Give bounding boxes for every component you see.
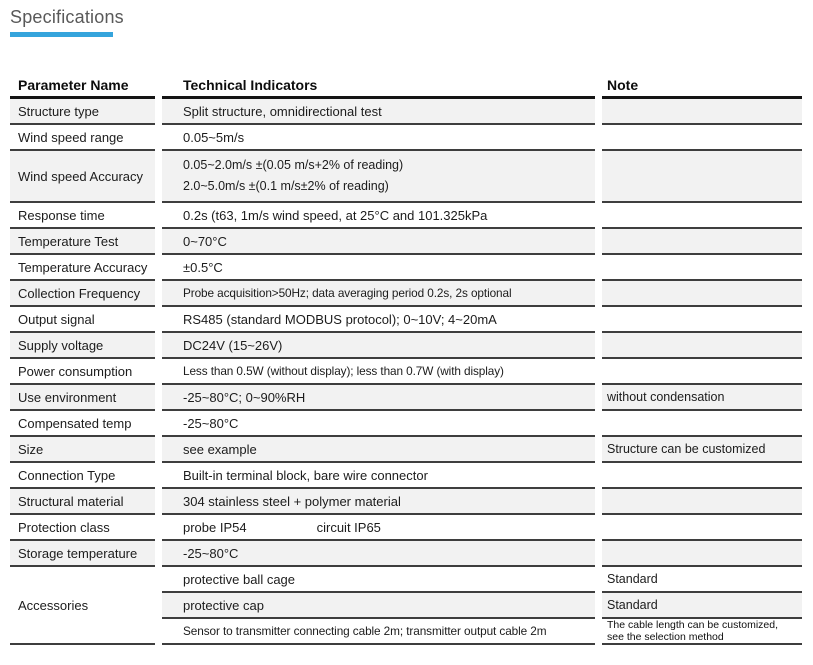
value-cell: Less than 0.5W (without display); less t… <box>162 359 595 385</box>
value-cell: Built-in terminal block, bare wire conne… <box>162 463 595 489</box>
value-cell: 304 stainless steel + polymer material <box>162 489 595 515</box>
table-row: Output signal RS485 (standard MODBUS prot… <box>10 307 802 333</box>
title-underline <box>10 32 113 37</box>
value-cell: -25~80°C <box>162 411 595 437</box>
table-row: Supply voltage DC24V (15~26V) <box>10 333 802 359</box>
value-part: probe IP54 <box>183 519 247 535</box>
param-cell: Compensated temp <box>10 411 155 437</box>
note-cell <box>602 515 802 541</box>
table-row: Power consumption Less than 0.5W (without… <box>10 359 802 385</box>
note-cell <box>602 333 802 359</box>
table-row: Sensor to transmitter connecting cable 2… <box>10 619 802 645</box>
value-cell: protective cap <box>162 593 595 619</box>
column-header-parameter-name: Parameter Name <box>10 74 155 99</box>
value-part: circuit IP65 <box>316 519 381 535</box>
note-cell <box>602 151 802 203</box>
column-header-note: Note <box>602 74 802 99</box>
param-cell: Structural material <box>10 489 155 515</box>
value-cell: 0.2s (t63, 1m/s wind speed, at 25°C and … <box>162 203 595 229</box>
table-row: Use environment -25~80°C; 0~90%RH without … <box>10 385 802 411</box>
table-row: Storage temperature -25~80°C <box>10 541 802 567</box>
table-row: Structural material 304 stainless steel +… <box>10 489 802 515</box>
param-cell: Wind speed Accuracy <box>10 151 155 203</box>
table-row: Temperature Accuracy ±0.5°C <box>10 255 802 281</box>
table-row: Accessories protective ball cage Standard <box>10 567 802 645</box>
note-cell: Structure can be customized <box>602 437 802 463</box>
param-cell: Wind speed range <box>10 125 155 151</box>
param-cell: Power consumption <box>10 359 155 385</box>
table-row: Wind speed range 0.05~5m/s <box>10 125 802 151</box>
value-cell: Probe acquisition>50Hz; data averaging p… <box>162 281 595 307</box>
note-cell <box>602 281 802 307</box>
table-row: Temperature Test 0~70°C <box>10 229 802 255</box>
param-cell: Temperature Test <box>10 229 155 255</box>
note-cell <box>602 359 802 385</box>
value-cell: DC24V (15~26V) <box>162 333 595 359</box>
param-cell: Temperature Accuracy <box>10 255 155 281</box>
specifications-table: Parameter Name Technical Indicators Note… <box>3 74 813 645</box>
table-row: Compensated temp -25~80°C <box>10 411 802 437</box>
param-cell: Response time <box>10 203 155 229</box>
value-cell: 0.05~5m/s <box>162 125 595 151</box>
page-title: Specifications <box>10 7 124 27</box>
note-cell <box>602 307 802 333</box>
value-cell: -25~80°C; 0~90%RH <box>162 385 595 411</box>
header-row: Parameter Name Technical Indicators Note <box>10 74 802 99</box>
value-cell: 0~70°C <box>162 229 595 255</box>
table-row: Structure type Split structure, omnidirec… <box>10 99 802 125</box>
note-cell <box>602 489 802 515</box>
value-cell: RS485 (standard MODBUS protocol); 0~10V;… <box>162 307 595 333</box>
note-cell <box>602 203 802 229</box>
note-cell <box>602 463 802 489</box>
table-row: Size see example Structure can be customiz… <box>10 437 802 463</box>
table-row: Connection Type Built-in terminal block, … <box>10 463 802 489</box>
column-header-technical-indicators: Technical Indicators <box>162 74 595 99</box>
value-cell: ±0.5°C <box>162 255 595 281</box>
note-cell: Standard <box>602 593 802 619</box>
value-cell: Sensor to transmitter connecting cable 2… <box>162 619 595 645</box>
page: Specifications Parameter Name Technical … <box>3 7 813 645</box>
note-cell: Standard <box>602 567 802 593</box>
note-cell: without condensation <box>602 385 802 411</box>
value-cell: Split structure, omnidirectional test <box>162 99 595 125</box>
param-cell: Accessories <box>10 567 155 645</box>
param-cell: Size <box>10 437 155 463</box>
param-cell: Storage temperature <box>10 541 155 567</box>
table-row: Wind speed Accuracy 0.05~2.0m/s ±(0.05 m/… <box>10 151 802 203</box>
param-cell: Supply voltage <box>10 333 155 359</box>
param-cell: Use environment <box>10 385 155 411</box>
table-row: Collection Frequency Probe acquisition>50… <box>10 281 802 307</box>
note-cell <box>602 255 802 281</box>
param-cell: Connection Type <box>10 463 155 489</box>
table-row: protective cap Standard <box>10 593 802 619</box>
value-line: 0.05~2.0m/s ±(0.05 m/s+2% of reading) <box>183 158 404 172</box>
param-cell: Output signal <box>10 307 155 333</box>
table-row: Response time 0.2s (t63, 1m/s wind speed,… <box>10 203 802 229</box>
value-cell: see example <box>162 437 595 463</box>
spec-table: Parameter Name Technical Indicators Note… <box>3 74 809 645</box>
table-row: Protection class probe IP54 circuit IP65 <box>10 515 802 541</box>
note-cell <box>602 99 802 125</box>
value-cell: -25~80°C <box>162 541 595 567</box>
value-cell: probe IP54 circuit IP65 <box>162 515 595 541</box>
param-cell: Protection class <box>10 515 155 541</box>
param-cell: Structure type <box>10 99 155 125</box>
note-cell: The cable length can be customized, see … <box>602 619 802 645</box>
note-cell <box>602 229 802 255</box>
note-cell <box>602 541 802 567</box>
note-cell <box>602 125 802 151</box>
value-cell: protective ball cage <box>162 567 595 593</box>
value-cell: 0.05~2.0m/s ±(0.05 m/s+2% of reading) 2.0… <box>162 151 595 203</box>
value-line: 2.0~5.0m/s ±(0.1 m/s±2% of reading) <box>183 179 389 193</box>
note-cell <box>602 411 802 437</box>
param-cell: Collection Frequency <box>10 281 155 307</box>
